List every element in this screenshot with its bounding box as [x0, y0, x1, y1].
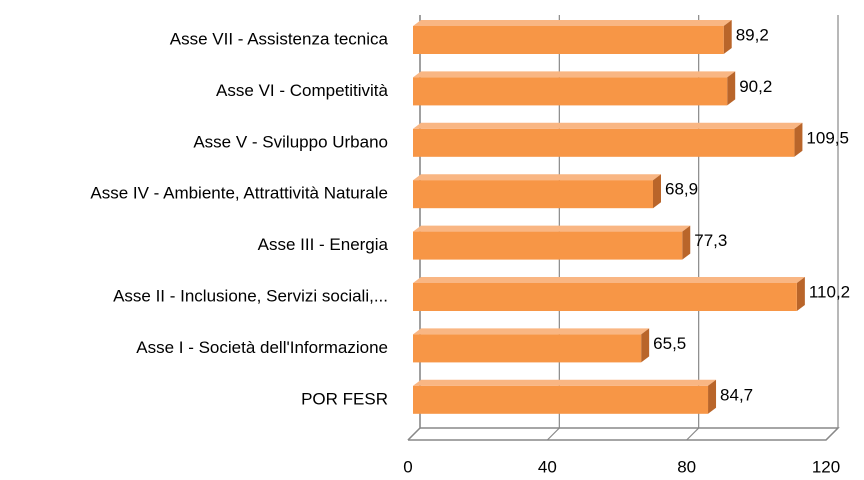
bar-side — [708, 379, 717, 414]
bar-top — [413, 328, 650, 335]
x-tick-label: 0 — [403, 457, 412, 476]
y-tick-label: POR FESR — [301, 389, 388, 408]
bar-top — [413, 277, 805, 283]
value-label: 77,3 — [694, 231, 727, 250]
value-label: 84,7 — [720, 385, 753, 404]
bar-top — [413, 122, 803, 129]
grid-line — [825, 15, 839, 441]
value-label: 89,2 — [736, 25, 769, 44]
y-tick-label: Asse IV - Ambiente, Attrattività Natural… — [90, 184, 388, 203]
bar — [413, 77, 728, 106]
bar-side — [796, 277, 805, 311]
bar — [413, 180, 654, 209]
bar-side — [653, 174, 662, 209]
bar — [413, 385, 709, 414]
bar — [413, 283, 797, 311]
value-label: 68,9 — [665, 180, 698, 199]
x-tick-label: 120 — [812, 457, 840, 476]
y-tick-label: Asse II - Inclusione, Servizi sociali,..… — [113, 286, 388, 305]
x-tick-label: 40 — [538, 457, 557, 476]
y-tick-label: Asse V - Sviluppo Urbano — [193, 132, 388, 151]
bar-top — [413, 20, 732, 26]
bar — [413, 26, 724, 54]
x-tick-label: 80 — [677, 457, 696, 476]
bar — [413, 128, 795, 157]
bar-top — [413, 379, 717, 386]
value-label: 90,2 — [739, 77, 772, 96]
bar-side — [794, 122, 803, 157]
value-label: 65,5 — [653, 334, 686, 353]
value-label: 109,5 — [806, 128, 849, 147]
y-tick-label: Asse III - Energia — [258, 235, 389, 254]
y-tick-label: Asse VI - Competitività — [216, 81, 388, 100]
bar-side — [727, 71, 736, 106]
bar — [413, 334, 642, 363]
value-label: 110,2 — [809, 282, 850, 301]
y-tick-label: Asse I - Società dell'Informazione — [136, 338, 388, 357]
bar-side — [682, 225, 691, 260]
bar-side — [723, 20, 732, 54]
bar-top — [413, 71, 736, 78]
bar-top — [413, 225, 691, 232]
floor — [408, 427, 840, 441]
bar-side — [641, 328, 650, 363]
bar-top — [413, 174, 662, 181]
bar — [413, 231, 683, 260]
y-tick-label: Asse VII - Assistenza tecnica — [170, 29, 389, 48]
